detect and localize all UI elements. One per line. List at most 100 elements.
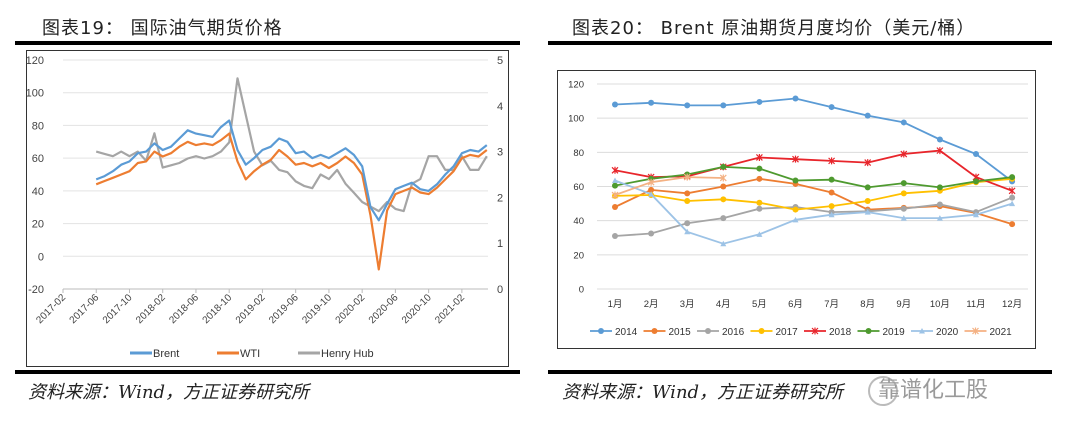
left-title-rule	[15, 41, 520, 45]
legend-label: 2016	[722, 327, 745, 338]
legend-label: Brent	[153, 348, 179, 360]
data-point	[684, 220, 691, 227]
data-point	[900, 150, 908, 158]
data-point	[900, 205, 907, 212]
data-point	[1009, 194, 1016, 201]
x-tick-label: 11月	[966, 299, 985, 310]
data-point	[811, 327, 819, 335]
data-point	[864, 184, 871, 191]
series-line-2017	[614, 177, 1013, 211]
x-tick-label: 9月	[896, 299, 911, 310]
data-point	[683, 173, 691, 181]
y-tick-label: 120	[568, 80, 584, 91]
data-point	[828, 203, 835, 210]
data-point	[828, 189, 835, 196]
y-tick-label: 0	[579, 285, 584, 296]
data-point	[972, 327, 979, 335]
data-point	[900, 215, 907, 221]
x-tick-label: 2020-06	[367, 292, 401, 326]
x-tick-label: 4月	[716, 299, 731, 310]
data-point	[720, 163, 727, 170]
data-point	[864, 112, 871, 119]
data-point	[756, 98, 763, 105]
y-tick-label: 120	[26, 55, 44, 67]
data-point	[756, 165, 763, 172]
series-line-henry-hub	[95, 77, 488, 213]
data-point	[900, 119, 907, 126]
wechat-icon	[868, 376, 898, 406]
y-tick-label: 100	[568, 114, 584, 125]
data-point	[792, 95, 799, 102]
data-point	[611, 191, 619, 199]
x-tick-label: 2019-10	[300, 292, 334, 326]
right-bottom-rule	[548, 370, 1052, 374]
y-tick-label: 60	[32, 153, 44, 165]
data-point	[900, 180, 907, 187]
series-line-2021	[614, 176, 724, 196]
data-point	[684, 228, 691, 235]
data-point	[936, 201, 943, 208]
x-tick-label: 2019-02	[234, 292, 268, 326]
y-tick-label: 100	[26, 88, 44, 100]
x-tick-label: 3月	[680, 299, 695, 310]
x-tick-label: 10月	[930, 299, 950, 310]
data-point	[756, 205, 763, 212]
data-point	[828, 104, 835, 111]
data-point	[1009, 221, 1016, 228]
series-line-2014	[614, 97, 1013, 183]
y-tick-label: 80	[32, 120, 44, 132]
data-point	[864, 159, 872, 167]
left-chart-frame	[26, 50, 509, 367]
data-point	[756, 175, 763, 182]
data-point	[720, 240, 727, 247]
series-line-2020	[614, 179, 1013, 245]
data-point	[1008, 187, 1016, 195]
right-chart-title: 图表20： Brent 原油期货月度均价（美元/桶）	[572, 18, 976, 39]
x-tick-label: 1月	[608, 299, 623, 310]
right-title-rule	[548, 41, 1052, 45]
data-point	[756, 199, 763, 206]
legend-label: 2019	[883, 327, 906, 338]
x-tick-label: 12月	[1002, 299, 1022, 310]
x-tick-label: 2018-02	[134, 292, 168, 326]
y-tick-label: 40	[32, 186, 44, 198]
data-point	[684, 198, 691, 205]
series-line-2019	[614, 165, 1013, 189]
data-point	[936, 147, 944, 155]
data-point	[720, 215, 727, 222]
x-tick-label: 2020-10	[400, 292, 434, 326]
data-point	[705, 328, 711, 334]
data-point	[973, 151, 979, 158]
data-point	[648, 230, 655, 237]
data-point	[864, 198, 871, 205]
legend-label: 2021	[990, 327, 1013, 338]
legend-label: Henry Hub	[321, 348, 374, 360]
data-point	[756, 231, 763, 237]
data-point	[864, 209, 871, 215]
data-point	[919, 328, 925, 334]
watermark: 靠谱化工股	[878, 378, 989, 403]
x-tick-label: 6月	[788, 299, 803, 310]
x-tick-label: 2017-10	[101, 292, 135, 326]
data-point	[758, 328, 765, 334]
data-point	[936, 136, 943, 143]
data-point	[792, 216, 799, 223]
data-point	[598, 328, 604, 334]
y2-tick-label: 1	[497, 238, 503, 250]
data-point	[865, 328, 872, 334]
data-point	[900, 190, 907, 197]
data-point	[648, 186, 655, 193]
data-point	[648, 191, 655, 197]
data-point	[720, 183, 727, 190]
data-point	[648, 99, 655, 106]
y2-tick-label: 3	[497, 147, 503, 159]
data-point	[973, 211, 979, 218]
series-line-2018	[614, 149, 1013, 192]
data-point	[1009, 200, 1016, 207]
data-point	[647, 178, 655, 186]
data-point	[684, 102, 691, 109]
data-point	[720, 102, 727, 109]
data-point	[612, 101, 618, 108]
data-point	[720, 196, 727, 203]
y-tick-label: 0	[38, 251, 44, 263]
